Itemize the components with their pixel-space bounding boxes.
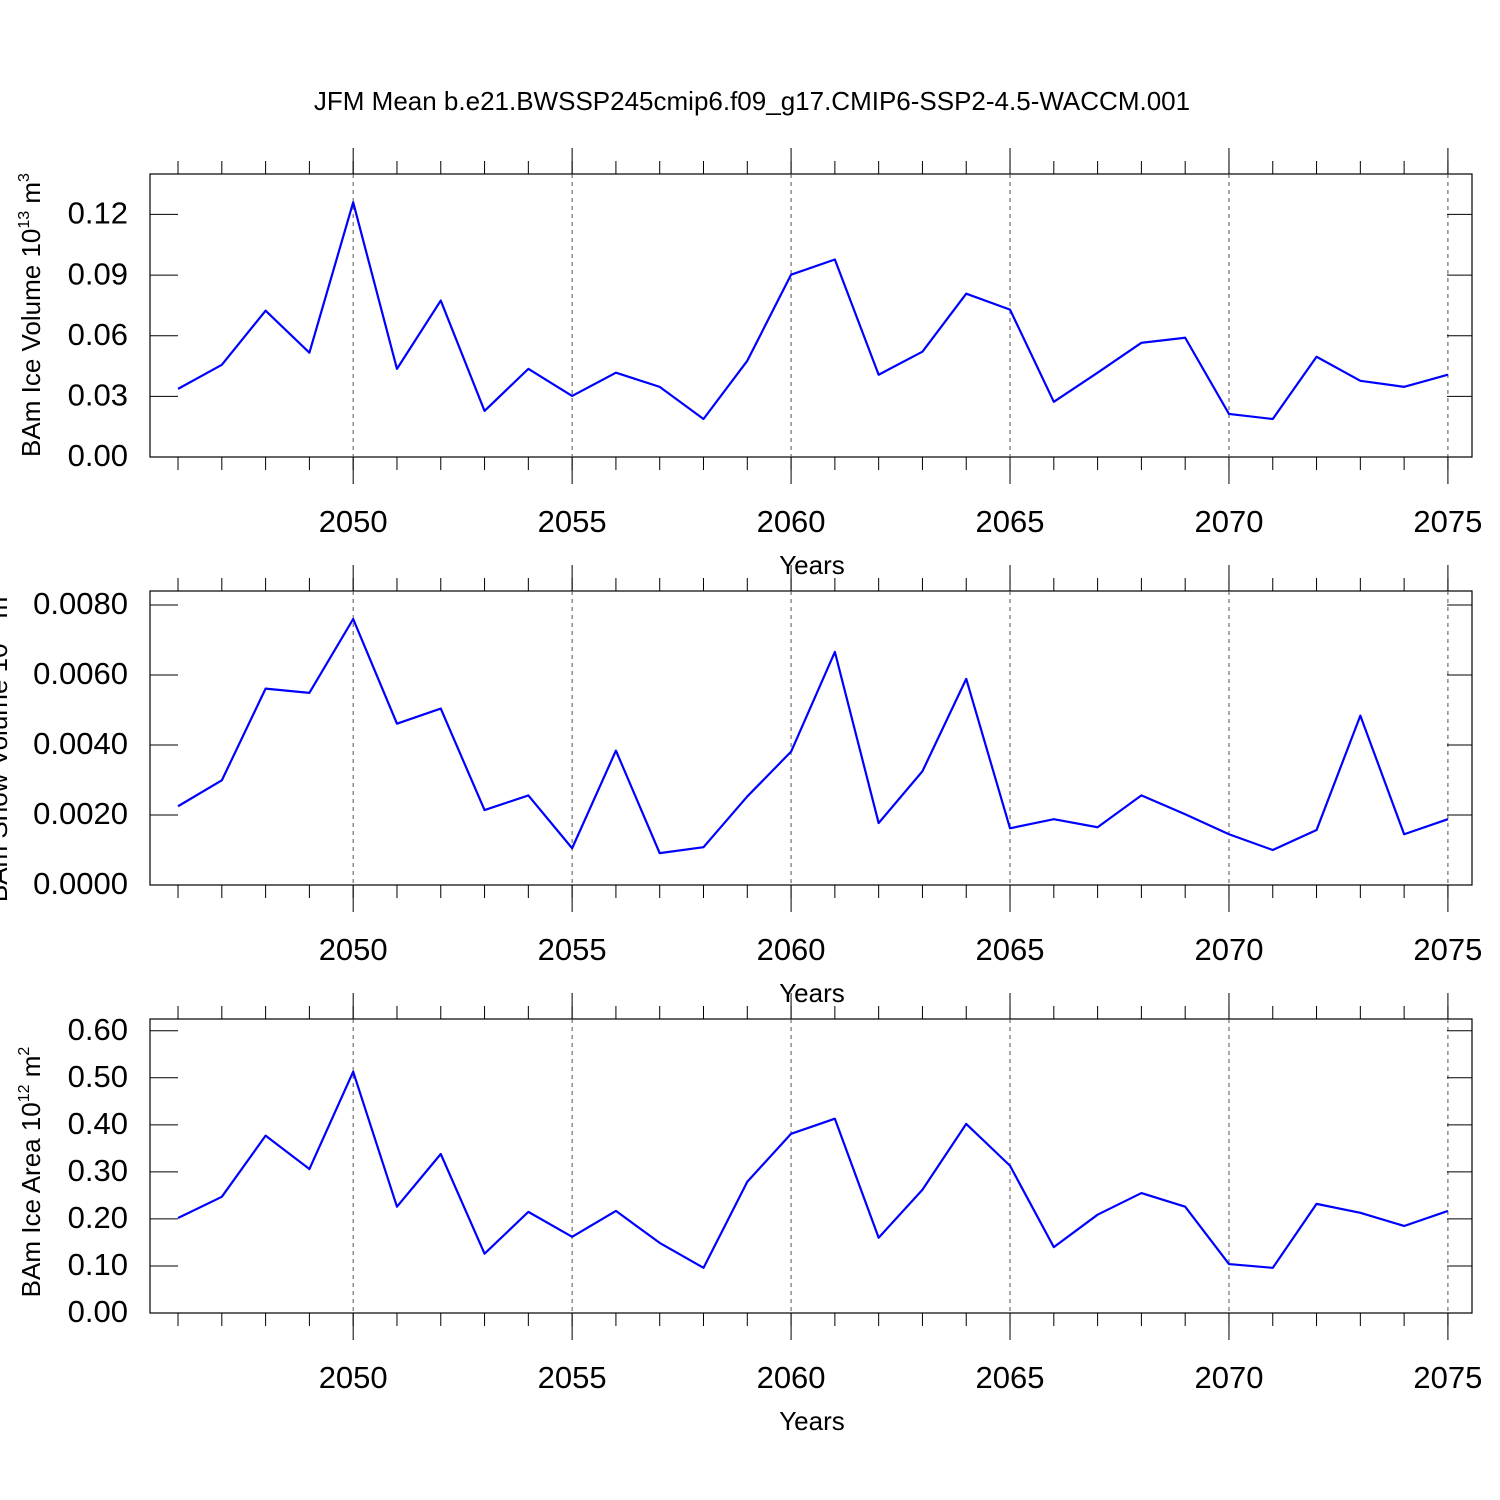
y-tick-label: 0.0000 [33, 866, 128, 901]
x-tick-label: 2050 [319, 1360, 388, 1395]
x-tick-label: 2060 [757, 1360, 826, 1395]
x-tick-label: 2050 [319, 932, 388, 967]
x-tick-label: 2070 [1194, 932, 1263, 967]
y-axis-label-part: m [16, 1056, 46, 1085]
y-axis-label-part: m [16, 182, 46, 211]
plot-frame [149, 590, 1473, 886]
y-tick-label: 0.0080 [33, 586, 128, 621]
y-axis-label: BAm Ice Area 1012 m2 [16, 1047, 46, 1298]
y-tick-label: 0.30 [68, 1153, 128, 1188]
plot-frame [149, 1018, 1473, 1314]
x-tick-label: 2055 [538, 504, 607, 539]
y-axis-label-part: BAm Ice Volume 10 [16, 229, 46, 457]
x-tick-label: 2075 [1413, 504, 1482, 539]
y-axis-label-part: m [0, 597, 13, 626]
y-tick-label: 0.0020 [33, 796, 128, 831]
y-axis-label-part: BAm Snow Volume 10 [0, 643, 13, 902]
chart-title: JFM Mean b.e21.BWSSP245cmip6.f09_g17.CMI… [314, 86, 1190, 116]
x-tick-label: 2075 [1413, 1360, 1482, 1395]
y-tick-label: 0.0040 [33, 726, 128, 761]
y-tick-label: 0.06 [68, 317, 128, 352]
data-line [177, 617, 1449, 855]
y-axis-label-part: 2 [16, 1047, 33, 1056]
x-axis-label: Years [779, 550, 845, 580]
y-axis-label-part: BAm Ice Area 10 [16, 1102, 46, 1297]
x-tick-label: 2070 [1194, 1360, 1263, 1395]
y-tick-label: 0.03 [68, 378, 128, 413]
x-tick-label: 2065 [976, 504, 1045, 539]
y-axis-label-part: 13 [16, 211, 33, 229]
x-axis-label: Years [779, 1406, 845, 1436]
x-tick-label: 2060 [757, 932, 826, 967]
plot-frame [149, 173, 1473, 458]
x-tick-label: 2055 [538, 932, 607, 967]
x-tick-label: 2070 [1194, 504, 1263, 539]
y-axis-label: BAm Snow Volume 1013 m3 [0, 588, 13, 902]
y-axis-label-part: 12 [16, 1084, 33, 1102]
y-tick-label: 0.0060 [33, 656, 128, 691]
y-axis-label: BAm Ice Volume 1013 m3 [16, 173, 46, 457]
y-tick-label: 0.50 [68, 1059, 128, 1094]
y-tick-label: 0.09 [68, 256, 128, 291]
y-axis-label-part: 3 [16, 173, 33, 182]
y-tick-label: 0.00 [68, 1294, 128, 1329]
x-tick-label: 2065 [976, 1360, 1045, 1395]
x-axis-label: Years [779, 978, 845, 1008]
y-tick-label: 0.12 [68, 196, 128, 231]
data-line [177, 1070, 1449, 1269]
y-tick-label: 0.00 [68, 438, 128, 473]
y-tick-label: 0.40 [68, 1106, 128, 1141]
x-tick-label: 2050 [319, 504, 388, 539]
y-tick-label: 0.10 [68, 1247, 128, 1282]
data-line [177, 201, 1449, 421]
x-tick-label: 2075 [1413, 932, 1482, 967]
y-tick-label: 0.60 [68, 1012, 128, 1047]
x-tick-label: 2065 [976, 932, 1045, 967]
x-tick-label: 2060 [757, 504, 826, 539]
y-tick-label: 0.20 [68, 1200, 128, 1235]
x-tick-label: 2055 [538, 1360, 607, 1395]
